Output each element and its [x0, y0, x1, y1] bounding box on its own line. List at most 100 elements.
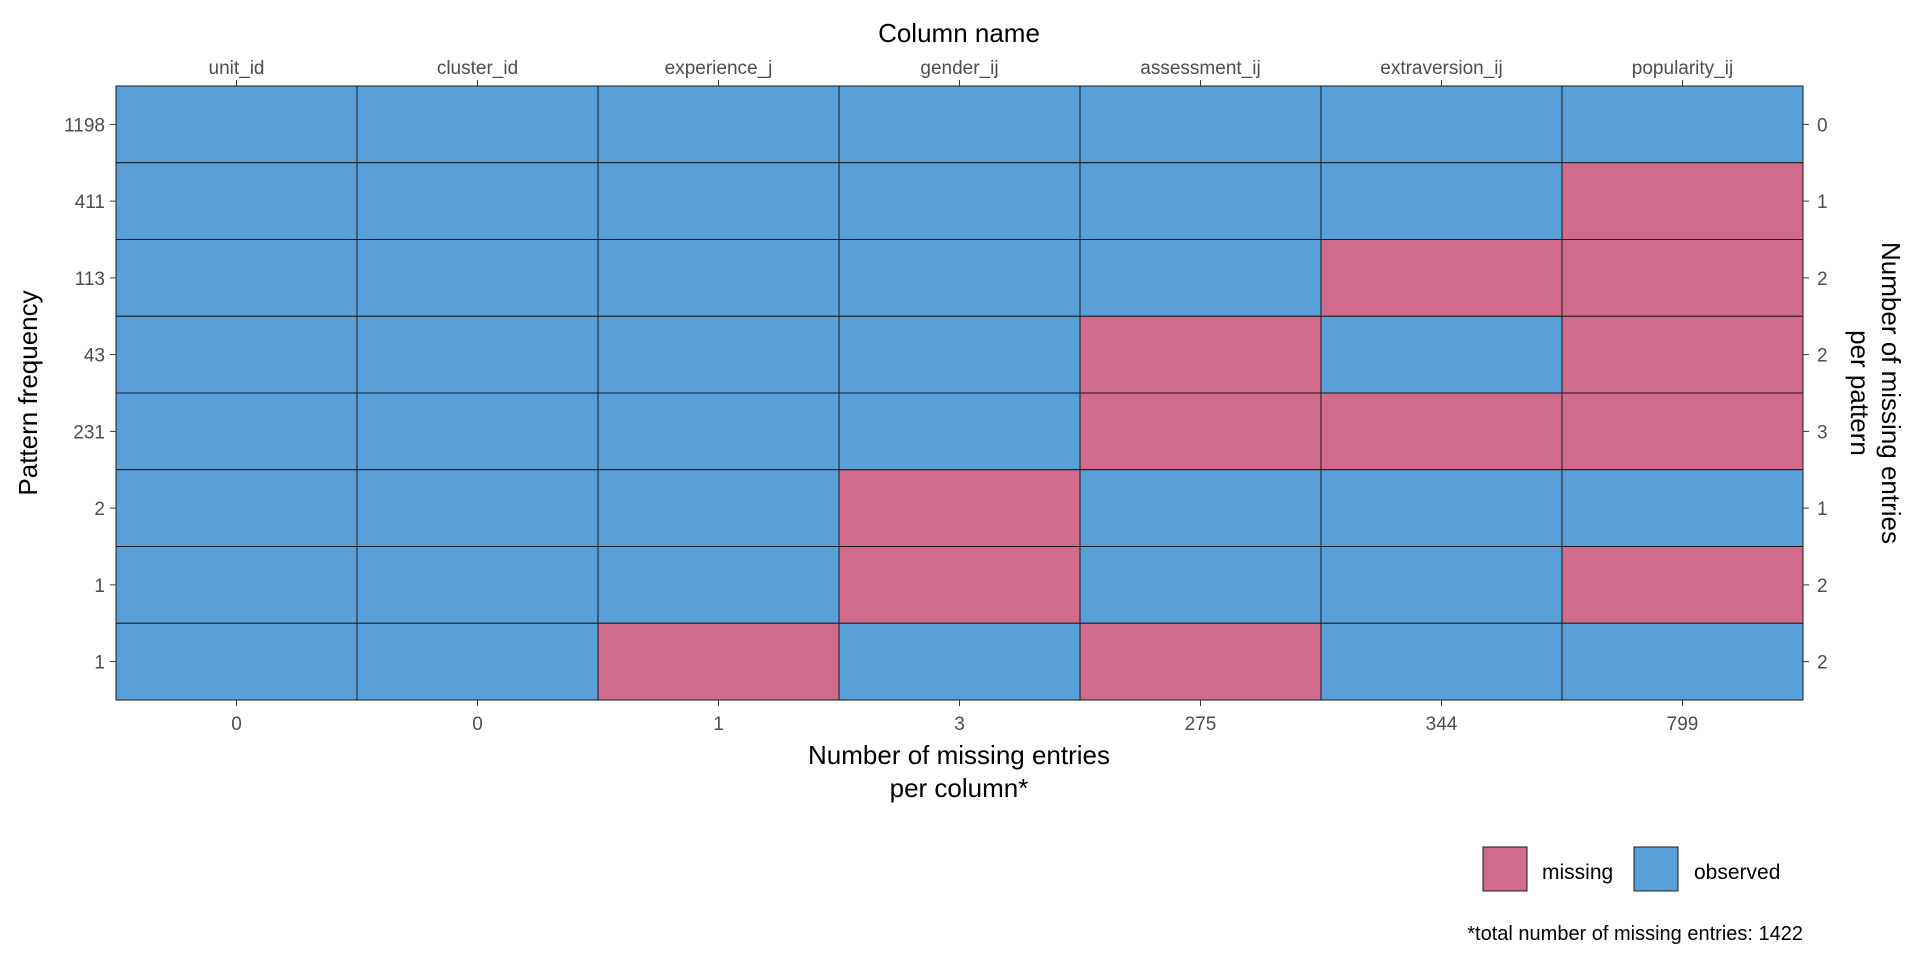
missing-per-pattern-label: 2	[1817, 269, 1828, 290]
footnote: *total number of missing entries: 1422	[1467, 923, 1803, 945]
pattern-frequency-label: 231	[73, 422, 105, 443]
cell-r4-c4-missing	[1079, 392, 1322, 471]
cell-r5-c0-observed	[115, 469, 358, 547]
cell-r2-c2-observed	[597, 239, 840, 317]
missing-per-pattern-label: 0	[1817, 115, 1828, 136]
pattern-frequency-label: 411	[75, 192, 105, 213]
legend-swatch-observed	[1633, 846, 1679, 892]
cell-r6-c5-observed	[1320, 546, 1563, 624]
left-axis-title: Pattern frequency	[13, 290, 43, 495]
cell-r2-c3-observed	[838, 239, 1081, 317]
cell-r5-c4-observed	[1079, 469, 1322, 547]
column-label-popularity_ij: popularity_ij	[1632, 58, 1733, 79]
cell-r4-c2-observed	[597, 392, 840, 471]
cell-r0-c0-observed	[115, 85, 358, 164]
pattern-frequency-label: 113	[75, 269, 105, 290]
cell-r3-c2-observed	[597, 315, 840, 394]
pattern-frequency-label: 43	[84, 346, 105, 367]
bottom-axis-title-line1: Number of missing entries	[808, 740, 1110, 770]
cell-r7-c5-observed	[1320, 622, 1563, 701]
column-label-assessment_ij: assessment_ij	[1140, 58, 1260, 79]
missing-count-experience_j: 1	[713, 714, 724, 735]
column-name-ticks: unit_id cluster_id experience_j gender_ij as…	[209, 58, 1733, 86]
cell-r6-c0-observed	[115, 546, 358, 624]
missing-count-assessment_ij: 275	[1185, 714, 1217, 735]
pattern-frequency-label: 1	[94, 576, 105, 597]
legend-swatch-missing	[1482, 846, 1528, 892]
cell-r0-c1-observed	[356, 85, 599, 164]
cell-r0-c3-observed	[838, 85, 1081, 164]
column-label-experience_j: experience_j	[665, 58, 773, 79]
cell-r0-c2-observed	[597, 85, 840, 164]
cell-r3-c1-observed	[356, 315, 599, 394]
cell-r6-c3-missing	[838, 546, 1081, 624]
legend-label-missing: missing	[1542, 861, 1613, 884]
cell-r6-c2-observed	[597, 546, 840, 624]
cell-r4-c5-missing	[1320, 392, 1563, 471]
cell-r4-c0-observed	[115, 392, 358, 471]
missing-count-gender_ij: 3	[954, 714, 965, 735]
legend: missing observed	[1482, 846, 1780, 892]
cell-r5-c3-missing	[838, 469, 1081, 547]
cell-r3-c6-missing	[1561, 315, 1804, 394]
cell-r5-c5-observed	[1320, 469, 1563, 547]
cell-r2-c5-missing	[1320, 239, 1563, 317]
cell-r7-c0-observed	[115, 622, 358, 701]
cell-r3-c4-missing	[1079, 315, 1322, 394]
cell-r7-c3-observed	[838, 622, 1081, 701]
cell-r2-c0-observed	[115, 239, 358, 317]
cell-r2-c1-observed	[356, 239, 599, 317]
legend-label-observed: observed	[1694, 861, 1780, 884]
missing-per-pattern-label: 3	[1817, 422, 1828, 443]
cell-r1-c5-observed	[1320, 162, 1563, 240]
missing-per-pattern-label: 2	[1817, 653, 1828, 674]
column-label-gender_ij: gender_ij	[920, 58, 998, 79]
top-axis-title: Column name	[878, 18, 1040, 48]
cell-r3-c3-observed	[838, 315, 1081, 394]
cell-r6-c4-observed	[1079, 546, 1322, 624]
cell-r7-c4-missing	[1079, 622, 1322, 701]
cell-r4-c1-observed	[356, 392, 599, 471]
right-axis-title-line2: per pattern	[1845, 330, 1875, 456]
cell-r3-c0-observed	[115, 315, 358, 394]
missing-per-pattern-label: 2	[1817, 346, 1828, 367]
cell-r0-c4-observed	[1079, 85, 1322, 164]
missing-per-pattern-ticks: 0 1 2 2 3 1 2 2	[1803, 115, 1828, 674]
missing-per-pattern-label: 2	[1817, 576, 1828, 597]
cell-r1-c4-observed	[1079, 162, 1322, 240]
cell-r6-c1-observed	[356, 546, 599, 624]
cell-r4-c3-observed	[838, 392, 1081, 471]
cell-r4-c6-missing	[1561, 392, 1804, 471]
missing-count-cluster_id: 0	[472, 714, 483, 735]
cell-r1-c6-missing	[1561, 162, 1804, 240]
right-axis-title-line1: Number of missing entries	[1876, 242, 1906, 544]
cell-r5-c1-observed	[356, 469, 599, 547]
column-label-cluster_id: cluster_id	[437, 58, 518, 79]
cell-r1-c1-observed	[356, 162, 599, 240]
column-label-extraversion_ij: extraversion_ij	[1380, 58, 1503, 79]
missing-count-extraversion_ij: 344	[1426, 714, 1458, 735]
cell-r0-c5-observed	[1320, 85, 1563, 164]
cell-r1-c3-observed	[838, 162, 1081, 240]
missing-per-pattern-label: 1	[1817, 499, 1828, 520]
column-label-unit_id: unit_id	[209, 58, 265, 79]
pattern-frequency-label: 1	[94, 653, 105, 674]
pattern-frequency-label: 1198	[64, 115, 105, 136]
cell-r2-c6-missing	[1561, 239, 1804, 317]
cell-r3-c5-observed	[1320, 315, 1563, 394]
cell-r2-c4-observed	[1079, 239, 1322, 317]
cell-r1-c2-observed	[597, 162, 840, 240]
cell-r7-c6-observed	[1561, 622, 1804, 701]
cell-r1-c0-observed	[115, 162, 358, 240]
missing-per-pattern-label: 1	[1817, 192, 1828, 213]
cell-r0-c6-observed	[1561, 85, 1804, 164]
pattern-cells	[115, 85, 1804, 701]
pattern-frequency-ticks: 1198 411 113 43 231 2 1 1	[64, 115, 116, 674]
cell-r7-c1-observed	[356, 622, 599, 701]
missing-count-popularity_ij: 799	[1667, 714, 1699, 735]
missing-per-column-ticks: 0 0 1 3 275 344 799	[231, 700, 1698, 735]
pattern-frequency-label: 2	[94, 499, 105, 520]
cell-r7-c2-missing	[597, 622, 840, 701]
bottom-axis-title-line2: per column*	[890, 773, 1029, 803]
